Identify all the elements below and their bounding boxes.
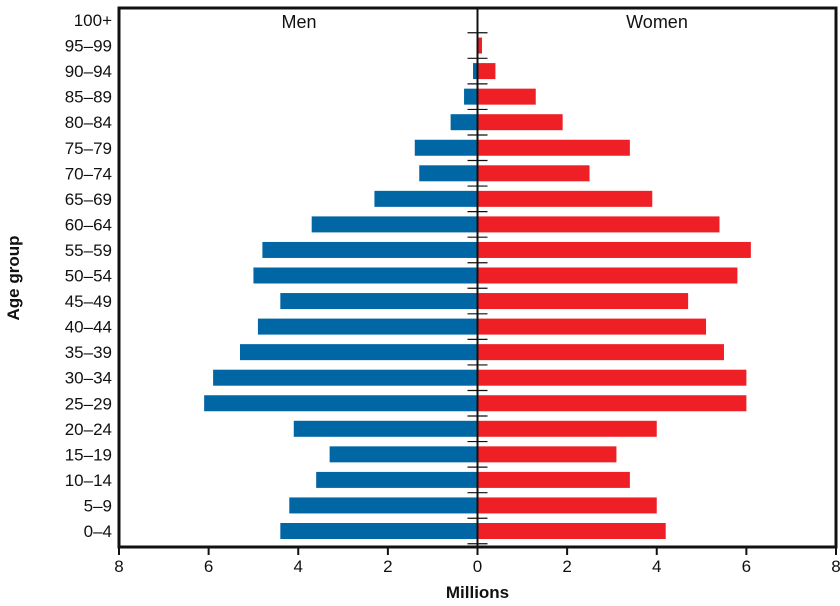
bar-women-5–9 <box>478 497 657 513</box>
x-tick-label: 0 <box>473 557 482 576</box>
y-tick-label: 55–59 <box>65 241 112 260</box>
bar-men-75–79 <box>415 140 478 156</box>
x-tick-label: 4 <box>294 557 303 576</box>
bar-women-60–64 <box>478 216 720 232</box>
y-tick-label: 90–94 <box>65 62 112 81</box>
bar-women-15–19 <box>478 446 617 462</box>
y-axis-title: Age group <box>4 236 23 321</box>
y-tick-label: 0–4 <box>84 522 112 541</box>
y-tick-label: 15–19 <box>65 445 112 464</box>
bar-women-0–4 <box>478 523 666 539</box>
bar-men-55–59 <box>262 242 477 258</box>
x-tick-label: 2 <box>562 557 571 576</box>
bar-men-85–89 <box>464 89 477 105</box>
bar-women-40–44 <box>478 319 707 335</box>
y-tick-label: 50–54 <box>65 267 112 286</box>
bar-men-10–14 <box>316 472 477 488</box>
bar-men-45–49 <box>280 293 477 309</box>
bar-women-55–59 <box>478 242 751 258</box>
bar-men-65–69 <box>374 191 477 207</box>
bar-women-45–49 <box>478 293 689 309</box>
x-tick-label: 4 <box>652 557 661 576</box>
legend-men-label: Men <box>281 12 316 32</box>
bar-men-5–9 <box>289 497 477 513</box>
y-tick-label: 75–79 <box>65 139 112 158</box>
bar-men-35–39 <box>240 344 478 360</box>
bar-men-0–4 <box>280 523 477 539</box>
x-tick-label: 8 <box>831 557 840 576</box>
y-tick-label: 10–14 <box>65 471 112 490</box>
bar-women-35–39 <box>478 344 724 360</box>
bar-women-25–29 <box>478 395 747 411</box>
bar-men-20–24 <box>294 421 478 437</box>
bar-men-50–54 <box>253 268 477 284</box>
center-axis-ticks <box>468 33 488 544</box>
y-tick-label: 80–84 <box>65 113 112 132</box>
y-tick-label: 25–29 <box>65 394 112 413</box>
y-tick-label: 85–89 <box>65 88 112 107</box>
legend-women-label: Women <box>626 12 688 32</box>
bar-women-20–24 <box>478 421 657 437</box>
bar-women-75–79 <box>478 140 630 156</box>
y-tick-label: 30–34 <box>65 369 112 388</box>
y-tick-label: 5–9 <box>84 496 112 515</box>
x-axis-ticks: 8 6 4 2 0 2 4 6 8 <box>114 547 840 576</box>
y-tick-label: 100+ <box>74 11 112 30</box>
y-tick-label: 60–64 <box>65 215 112 234</box>
y-tick-label: 40–44 <box>65 318 112 337</box>
bar-women-30–34 <box>478 370 747 386</box>
bar-men-40–44 <box>258 319 478 335</box>
bar-women-90–94 <box>478 63 496 79</box>
bar-men-30–34 <box>213 370 477 386</box>
bar-women-85–89 <box>478 89 536 105</box>
x-tick-label: 6 <box>742 557 751 576</box>
x-tick-label: 6 <box>204 557 213 576</box>
x-axis-title: Millions <box>446 583 509 602</box>
bar-men-15–19 <box>330 446 478 462</box>
y-tick-label: 65–69 <box>65 190 112 209</box>
bar-men-60–64 <box>312 216 478 232</box>
y-tick-label: 70–74 <box>65 164 112 183</box>
bar-women-70–74 <box>478 165 590 181</box>
bar-men-70–74 <box>419 165 477 181</box>
bar-women-10–14 <box>478 472 630 488</box>
y-tick-label: 95–99 <box>65 37 112 56</box>
bar-men-80–84 <box>451 114 478 130</box>
bar-women-65–69 <box>478 191 653 207</box>
x-tick-label: 2 <box>383 557 392 576</box>
y-tick-label: 35–39 <box>65 343 112 362</box>
bar-women-50–54 <box>478 268 738 284</box>
bar-women-80–84 <box>478 114 563 130</box>
y-tick-label: 45–49 <box>65 292 112 311</box>
x-tick-label: 8 <box>114 557 123 576</box>
bar-men-25–29 <box>204 395 477 411</box>
y-axis-tick-labels: 0–4 5–9 10–14 15–19 20–24 25–29 30–34 35–39 40–4… <box>65 11 112 541</box>
y-tick-label: 20–24 <box>65 420 112 439</box>
